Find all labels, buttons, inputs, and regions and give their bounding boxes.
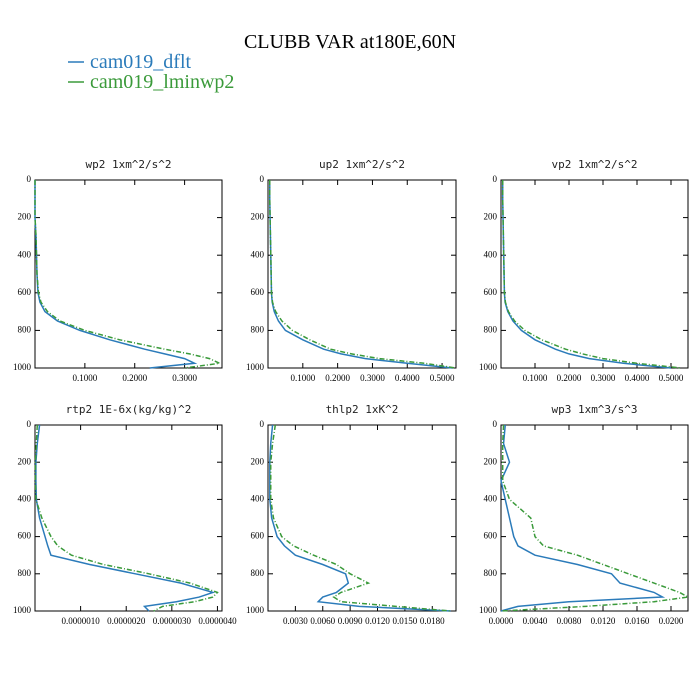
panel-title: vp2 1xm^2/s^2 (551, 158, 637, 171)
x-tick-label: 0.0090 (338, 616, 363, 626)
y-tick-label: 800 (251, 324, 265, 334)
y-tick-label: 200 (18, 456, 32, 466)
x-tick-label: 0.0030 (283, 616, 308, 626)
x-tick-label: 0.0160 (625, 616, 650, 626)
data-line (34, 180, 223, 369)
y-tick-label: 800 (484, 568, 498, 578)
plot-frame (34, 179, 223, 369)
y-tick-label: 1000 (246, 362, 265, 372)
data-line (500, 424, 666, 612)
x-tick-label: 0.0120 (365, 616, 390, 626)
y-tick-label: 600 (18, 531, 32, 541)
y-tick-label: 200 (251, 212, 265, 222)
y-tick-label: 400 (251, 493, 265, 503)
x-tick-label: 0.1000 (72, 373, 97, 383)
x-tick-label: 0.0180 (420, 616, 445, 626)
x-tick-label: 0.2000 (325, 373, 350, 383)
plot-frame (500, 424, 689, 612)
x-tick-label: 0.0000040 (198, 616, 237, 626)
x-tick-label: 0.0000 (489, 616, 514, 626)
y-tick-label: 0 (493, 419, 498, 429)
x-tick-label: 0.1000 (290, 373, 315, 383)
x-tick-label: 0.1000 (523, 373, 548, 383)
y-tick-label: 800 (18, 324, 32, 334)
y-tick-label: 0 (27, 174, 32, 184)
legend-label: cam019_dflt (90, 51, 192, 73)
data-line (269, 424, 451, 612)
y-tick-label: 1000 (246, 605, 265, 615)
y-tick-label: 200 (18, 212, 32, 222)
y-tick-label: 400 (484, 249, 498, 259)
y-tick-label: 600 (484, 287, 498, 297)
data-line (35, 424, 216, 612)
y-tick-label: 0 (493, 174, 498, 184)
y-tick-label: 0 (27, 419, 32, 429)
y-tick-label: 600 (251, 531, 265, 541)
plot-frame (500, 179, 689, 369)
panel-title: wp2 1xm^2/s^2 (85, 158, 171, 171)
x-tick-label: 0.2000 (557, 373, 582, 383)
y-tick-label: 600 (251, 287, 265, 297)
data-line (500, 424, 691, 612)
x-tick-label: 0.0000010 (61, 616, 100, 626)
x-tick-label: 0.0120 (591, 616, 616, 626)
y-tick-label: 1000 (13, 362, 32, 372)
data-line (268, 180, 457, 369)
y-tick-label: 800 (484, 324, 498, 334)
plot-frame (267, 424, 457, 612)
data-line (269, 424, 451, 612)
x-tick-label: 0.0150 (393, 616, 418, 626)
panel-title: thlp2 1xK^2 (326, 403, 399, 416)
y-tick-label: 0 (260, 419, 265, 429)
data-line (501, 180, 672, 369)
y-tick-label: 1000 (13, 605, 32, 615)
x-tick-label: 0.4000 (625, 373, 650, 383)
x-tick-label: 0.0200 (659, 616, 684, 626)
x-tick-label: 0.0000030 (153, 616, 192, 626)
x-tick-label: 0.0040 (523, 616, 548, 626)
data-line (34, 424, 219, 612)
x-tick-label: 0.0000020 (107, 616, 146, 626)
y-tick-label: 400 (18, 493, 32, 503)
x-tick-label: 0.3000 (360, 373, 385, 383)
y-tick-label: 800 (18, 568, 32, 578)
y-tick-label: 200 (251, 456, 265, 466)
chart-title: CLUBB VAR at180E,60N (244, 31, 456, 53)
x-tick-label: 0.4000 (395, 373, 420, 383)
data-line (34, 180, 198, 369)
x-tick-label: 0.3000 (591, 373, 616, 383)
y-tick-label: 200 (484, 456, 498, 466)
panel-title: rtp2 1E-6x(kg/kg)^2 (66, 403, 192, 416)
y-tick-label: 400 (484, 493, 498, 503)
x-tick-label: 0.5000 (430, 373, 455, 383)
legend-label: cam019_lminwp2 (90, 71, 234, 93)
data-line (501, 180, 682, 369)
y-tick-label: 400 (18, 249, 32, 259)
y-tick-label: 0 (260, 174, 265, 184)
plot-frame (34, 424, 223, 612)
y-tick-label: 600 (18, 287, 32, 297)
y-tick-label: 1000 (479, 362, 498, 372)
y-tick-label: 400 (251, 249, 265, 259)
y-tick-label: 200 (484, 212, 498, 222)
panel-title: wp3 1xm^3/s^3 (551, 403, 637, 416)
x-tick-label: 0.3000 (172, 373, 197, 383)
plot-frame (267, 179, 457, 369)
y-tick-label: 600 (484, 531, 498, 541)
x-tick-label: 0.0060 (310, 616, 335, 626)
x-tick-label: 0.2000 (122, 373, 147, 383)
panel-title: up2 1xm^2/s^2 (319, 158, 405, 171)
y-tick-label: 1000 (479, 605, 498, 615)
y-tick-label: 800 (251, 568, 265, 578)
x-tick-label: 0.0080 (557, 616, 582, 626)
x-tick-label: 0.5000 (659, 373, 684, 383)
data-line (268, 180, 453, 369)
